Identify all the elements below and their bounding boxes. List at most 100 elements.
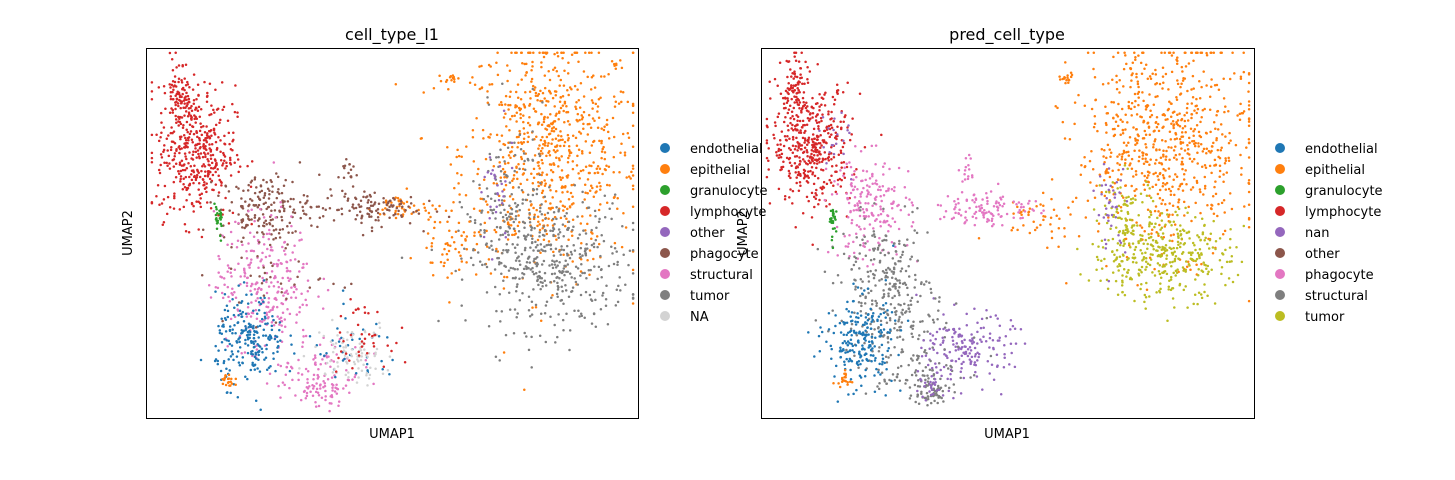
scatter-point (1231, 280, 1235, 284)
scatter-point (1224, 157, 1227, 160)
scatter-point (231, 140, 234, 143)
scatter-point (336, 334, 339, 337)
scatter-point (1146, 170, 1150, 173)
scatter-point (1147, 180, 1150, 184)
scatter-point (218, 121, 221, 124)
scatter-point (1144, 157, 1147, 161)
scatter-point (1136, 284, 1139, 287)
scatter-point (541, 233, 545, 237)
scatter-point (490, 244, 493, 248)
scatter-point (1135, 113, 1139, 116)
scatter-point (542, 259, 546, 263)
scatter-point (559, 178, 563, 181)
scatter-point (1174, 274, 1177, 277)
scatter-point (1206, 294, 1209, 297)
scatter-point (257, 286, 261, 290)
scatter-point (1213, 84, 1217, 87)
legend-marker (660, 206, 670, 216)
scatter-point (308, 385, 311, 388)
scatter-point (1126, 121, 1129, 124)
scatter-point (388, 355, 392, 358)
scatter-point (162, 198, 166, 201)
scatter-point (372, 331, 376, 335)
scatter-point (202, 151, 206, 154)
scatter-point (230, 350, 234, 353)
scatter-point (231, 287, 234, 290)
scatter-point (1156, 192, 1160, 196)
scatter-point (793, 155, 797, 158)
scatter-point (507, 154, 511, 157)
scatter-point (1123, 51, 1126, 54)
scatter-point (197, 200, 200, 203)
scatter-point (543, 245, 546, 249)
scatter-point (1127, 141, 1130, 145)
scatter-point (582, 122, 585, 126)
scatter-point (1170, 224, 1173, 227)
scatter-point (527, 208, 531, 212)
scatter-point (499, 176, 503, 179)
scatter-point (170, 107, 173, 110)
scatter-point (1167, 51, 1171, 54)
scatter-point (802, 150, 806, 154)
scatter-point (1209, 51, 1212, 54)
scatter-point (777, 156, 781, 160)
scatter-point (198, 175, 202, 179)
scatter-point (570, 183, 573, 187)
scatter-point (277, 285, 281, 289)
scatter-point (278, 236, 282, 239)
scatter-point (177, 115, 180, 119)
scatter-point (160, 131, 163, 135)
scatter-point (170, 140, 174, 143)
scatter-point (579, 246, 583, 250)
scatter-point (1205, 152, 1208, 155)
scatter-point (595, 235, 599, 238)
scatter-point (184, 230, 188, 233)
scatter-point (262, 216, 266, 219)
point-cluster-epithelial (438, 74, 456, 84)
scatter-point (1228, 246, 1232, 249)
scatter-point (476, 251, 480, 254)
scatter-point (162, 126, 166, 129)
scatter-point (162, 150, 165, 154)
scatter-point (350, 348, 354, 351)
scatter-point (178, 208, 182, 211)
scatter-point (559, 130, 562, 133)
scatter-point (903, 185, 907, 189)
scatter-point (301, 345, 304, 348)
scatter-point (1121, 152, 1124, 156)
scatter-point (275, 196, 279, 200)
scatter-point (506, 221, 510, 224)
scatter-point (362, 363, 365, 366)
scatter-point (431, 273, 435, 277)
scatter-point (223, 159, 226, 163)
scatter-point (344, 373, 348, 377)
scatter-point (523, 237, 527, 240)
scatter-point (174, 103, 177, 107)
scatter-point (800, 144, 804, 147)
scatter-point (410, 212, 413, 216)
scatter-point (346, 378, 350, 382)
scatter-point (516, 243, 519, 247)
scatter-point (1206, 204, 1209, 207)
scatter-point (819, 153, 822, 156)
scatter-point (253, 219, 256, 223)
scatter-point (536, 161, 540, 164)
scatter-point (225, 367, 228, 370)
scatter-point (181, 92, 184, 96)
scatter-point (1114, 205, 1117, 209)
scatter-point (250, 293, 253, 296)
scatter-point (182, 205, 186, 209)
scatter-point (1177, 207, 1181, 211)
scatter-point (1217, 155, 1220, 159)
scatter-point (1088, 159, 1092, 163)
scatter-point (172, 158, 176, 161)
scatter-point (499, 169, 503, 173)
scatter-point (804, 139, 807, 142)
scatter-point (1164, 183, 1167, 186)
scatter-point (1175, 271, 1179, 275)
scatter-point (257, 266, 260, 269)
scatter-point (1180, 131, 1184, 134)
scatter-point (220, 291, 224, 295)
scatter-point (1148, 263, 1152, 267)
scatter-point (1161, 66, 1165, 69)
